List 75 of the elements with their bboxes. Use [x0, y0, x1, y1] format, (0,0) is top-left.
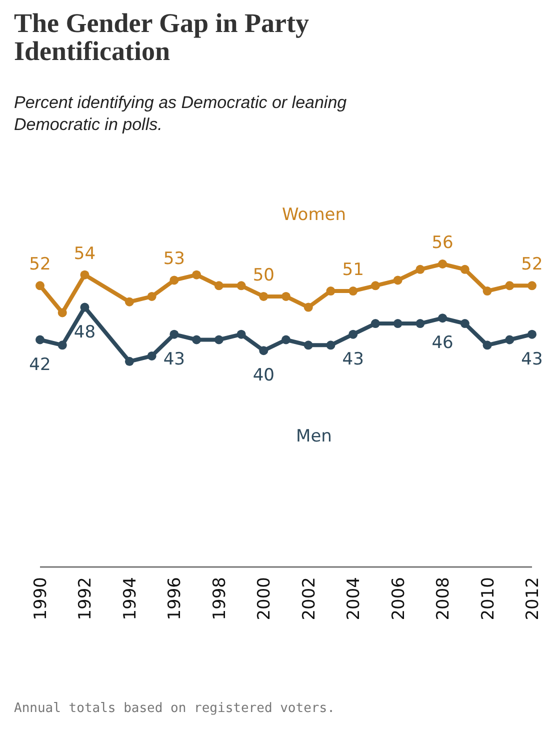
- point: [370, 281, 380, 290]
- point: [438, 314, 448, 323]
- point: [528, 281, 536, 290]
- point: [348, 286, 358, 296]
- data-label: 43: [521, 349, 543, 370]
- x-tick-label: 2004: [344, 577, 364, 620]
- point: [58, 308, 67, 318]
- point: [505, 281, 514, 290]
- data-label: 48: [74, 322, 96, 342]
- x-tick-label: 1992: [76, 577, 96, 620]
- point: [482, 286, 492, 296]
- data-label: 56: [432, 233, 454, 253]
- chart-title: The Gender Gap in Party Identification: [14, 8, 310, 66]
- point: [147, 292, 156, 301]
- x-tick-label: 2006: [388, 577, 409, 620]
- x-tick-label: 2008: [434, 577, 454, 620]
- point: [124, 297, 134, 306]
- point: [170, 276, 179, 285]
- text: Annual totals based on registered voters.: [14, 701, 335, 716]
- point: [460, 319, 470, 328]
- point: [214, 281, 224, 290]
- point: [326, 286, 336, 296]
- point: [482, 340, 492, 350]
- data-label: 53: [163, 249, 185, 270]
- point: [147, 351, 156, 360]
- data-label: 54: [74, 244, 96, 264]
- data-label: 43: [163, 349, 185, 370]
- point: [192, 270, 202, 280]
- point: [304, 302, 313, 312]
- point: [80, 270, 90, 280]
- point: [170, 330, 179, 339]
- x-tick-label: 1994: [120, 577, 140, 620]
- point: [80, 302, 90, 312]
- point: [393, 319, 402, 328]
- point: [304, 340, 313, 350]
- point: [348, 330, 358, 339]
- point: [36, 281, 44, 290]
- data-label: 43: [342, 349, 364, 370]
- point: [58, 340, 67, 350]
- x-tick-label: 1996: [165, 577, 186, 620]
- point: [528, 330, 536, 339]
- data-label: 42: [29, 354, 51, 375]
- x-tick-label: 2012: [523, 577, 543, 620]
- point: [259, 346, 268, 356]
- data-label: 52: [521, 254, 543, 275]
- point: [326, 340, 336, 350]
- point: [192, 335, 202, 344]
- point: [259, 292, 268, 301]
- x-tick-label: 2002: [299, 577, 320, 620]
- point: [214, 335, 224, 344]
- x-tick-label: 2010: [478, 577, 498, 620]
- point: [282, 335, 290, 344]
- data-label: 40: [252, 366, 274, 386]
- point: [438, 260, 448, 268]
- point: [124, 356, 134, 366]
- point: [505, 335, 514, 344]
- x-tick-label: 1990: [31, 577, 51, 620]
- point: [282, 292, 290, 301]
- point: [36, 335, 44, 344]
- chart-subtitle: Percent identifying as Democratic or leaning Democratic in polls.: [14, 93, 348, 134]
- text: Women: [282, 205, 346, 225]
- text: Men: [296, 426, 332, 446]
- point: [393, 276, 402, 285]
- x-tick-label: 1998: [210, 577, 230, 620]
- point: [416, 319, 425, 328]
- point: [416, 264, 425, 274]
- data-label: 46: [432, 333, 454, 354]
- x-tick-label: 2000: [254, 577, 275, 620]
- point: [236, 330, 246, 339]
- data-label: 51: [342, 260, 364, 280]
- data-label: 52: [29, 254, 51, 275]
- point: [236, 281, 246, 290]
- point: [460, 264, 470, 274]
- data-label: 50: [252, 265, 274, 286]
- point: [370, 319, 380, 328]
